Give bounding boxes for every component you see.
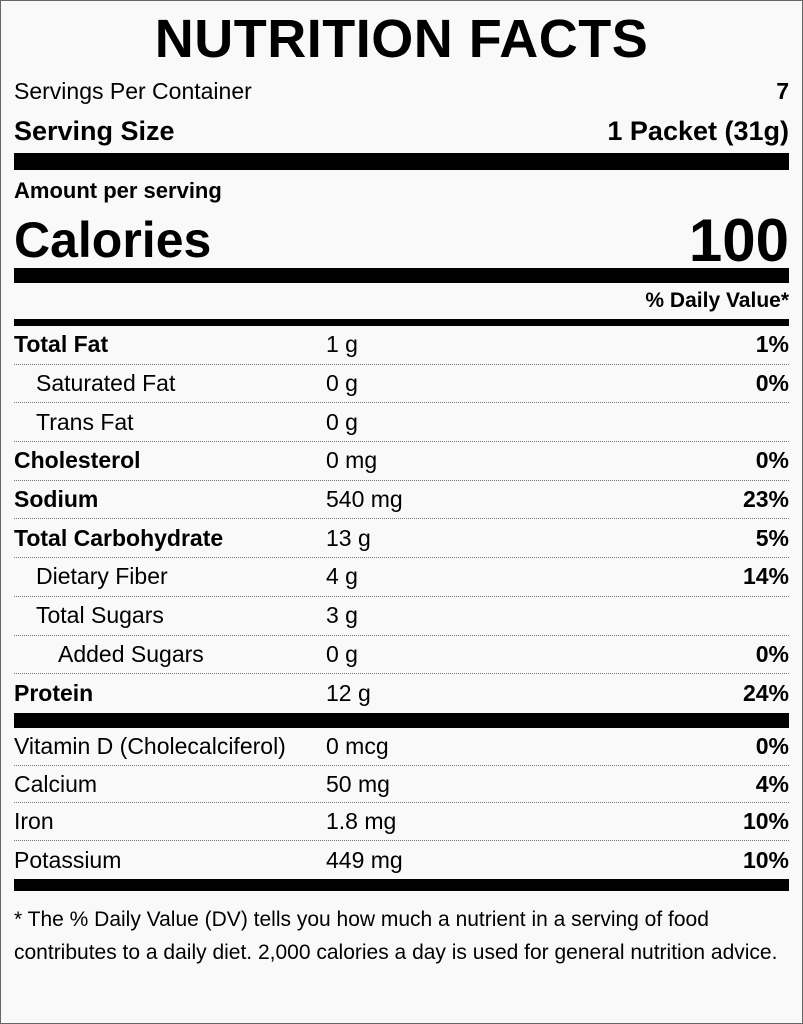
divider: [14, 712, 789, 728]
daily-value: 10%: [742, 846, 789, 873]
divider: [14, 879, 789, 892]
serving-size-value: 1 Packet (31g): [607, 115, 789, 146]
nutrient-name: Trans Fat: [36, 408, 134, 435]
nutrient-row: Total Sugars 3 g: [14, 597, 789, 636]
divider: [14, 319, 789, 326]
vitamin-list: Vitamin D (Cholecalciferol) 0 mcg 0% Calciu…: [14, 728, 789, 879]
nutrient-list: Total Fat 1 g 1% Saturated Fat 0 g 0% Trans Fa…: [14, 326, 789, 713]
title: NUTRITION FACTS: [154, 9, 649, 69]
nutrient-amount: 4 g: [326, 563, 358, 590]
nutrient-name: Calcium: [14, 770, 98, 797]
calories-label: Calories: [14, 212, 212, 268]
nutrient-amount: 1 g: [326, 331, 358, 358]
daily-value: 14%: [742, 563, 789, 590]
nutrient-name: Protein: [14, 680, 94, 707]
serving-size-label: Serving Size: [14, 115, 175, 146]
nutrient-row: Potassium 449 mg 10%: [14, 841, 789, 879]
nutrient-name: Cholesterol: [14, 447, 141, 474]
nutrient-name: Total Carbohydrate: [14, 524, 224, 551]
daily-value: 5%: [755, 524, 789, 551]
nutrient-name: Dietary Fiber: [36, 563, 168, 590]
nutrient-row: Protein 12 g 24%: [14, 674, 789, 713]
nutrient-name: Saturated Fat: [36, 370, 176, 397]
nutrient-name: Vitamin D (Cholecalciferol): [14, 732, 286, 759]
nutrient-amount: 0 g: [326, 640, 358, 667]
calories-value: 100: [688, 206, 789, 274]
daily-value: 0%: [755, 447, 789, 474]
divider: [14, 268, 789, 283]
nutrient-amount: 1.8 mg: [326, 808, 397, 835]
servings-value: 7: [776, 77, 789, 104]
nutrient-name: Sodium: [14, 486, 99, 513]
nutrient-row: Total Fat 1 g 1%: [14, 326, 789, 365]
nutrient-row: Calcium 50 mg 4%: [14, 766, 789, 804]
daily-value: 24%: [742, 680, 789, 707]
divider: [14, 153, 789, 170]
nutrient-amount: 12 g: [326, 680, 371, 707]
nutrient-row: Iron 1.8 mg 10%: [14, 803, 789, 842]
nutrient-name: Added Sugars: [58, 640, 204, 667]
nutrient-name: Iron: [14, 808, 54, 835]
nutrient-amount: 0 g: [326, 408, 358, 435]
servings-row: Servings Per Container 7: [14, 73, 789, 109]
nutrient-name: Total Fat: [14, 331, 109, 358]
daily-value: 1%: [755, 331, 789, 358]
calories-row: Calories 100: [14, 207, 789, 274]
nutrient-amount: 540 mg: [326, 486, 403, 513]
footnote: * The % Daily Value (DV) tells you how m…: [14, 908, 778, 965]
serving-size-row: Serving Size 1 Packet (31g): [14, 109, 789, 153]
nutrient-row: Trans Fat 0 g: [14, 403, 789, 443]
nutrient-row: Dietary Fiber 4 g 14%: [14, 558, 789, 597]
dv-header: % Daily Value*: [645, 289, 789, 312]
daily-value: 0%: [755, 732, 789, 759]
daily-value: 23%: [742, 486, 789, 513]
nutrient-row: Saturated Fat 0 g 0%: [14, 365, 789, 404]
daily-value: 0%: [755, 640, 789, 667]
nutrient-amount: 0 mcg: [326, 732, 389, 759]
nutrient-amount: 0 g: [326, 370, 358, 397]
nutrient-name: Potassium: [14, 846, 122, 873]
amount-heading: Amount per serving: [14, 178, 222, 203]
nutrient-amount: 3 g: [326, 602, 358, 629]
nutrient-row: Total Carbohydrate 13 g 5%: [14, 519, 789, 559]
servings-label: Servings Per Container: [14, 77, 252, 104]
nutrient-amount: 0 mg: [326, 447, 378, 474]
nutrient-name: Total Sugars: [36, 602, 164, 629]
daily-value: 10%: [742, 808, 789, 835]
nutrient-amount: 50 mg: [326, 770, 390, 797]
nutrient-row: Sodium 540 mg 23%: [14, 481, 789, 520]
daily-value: 0%: [755, 370, 789, 397]
nutrient-row: Vitamin D (Cholecalciferol) 0 mcg 0%: [14, 728, 789, 766]
nutrient-amount: 449 mg: [326, 846, 403, 873]
daily-value: 4%: [755, 770, 789, 797]
nutrient-row: Cholesterol 0 mg 0%: [14, 442, 789, 481]
nutrient-row: Added Sugars 0 g 0%: [14, 636, 789, 675]
nutrient-amount: 13 g: [326, 524, 371, 551]
